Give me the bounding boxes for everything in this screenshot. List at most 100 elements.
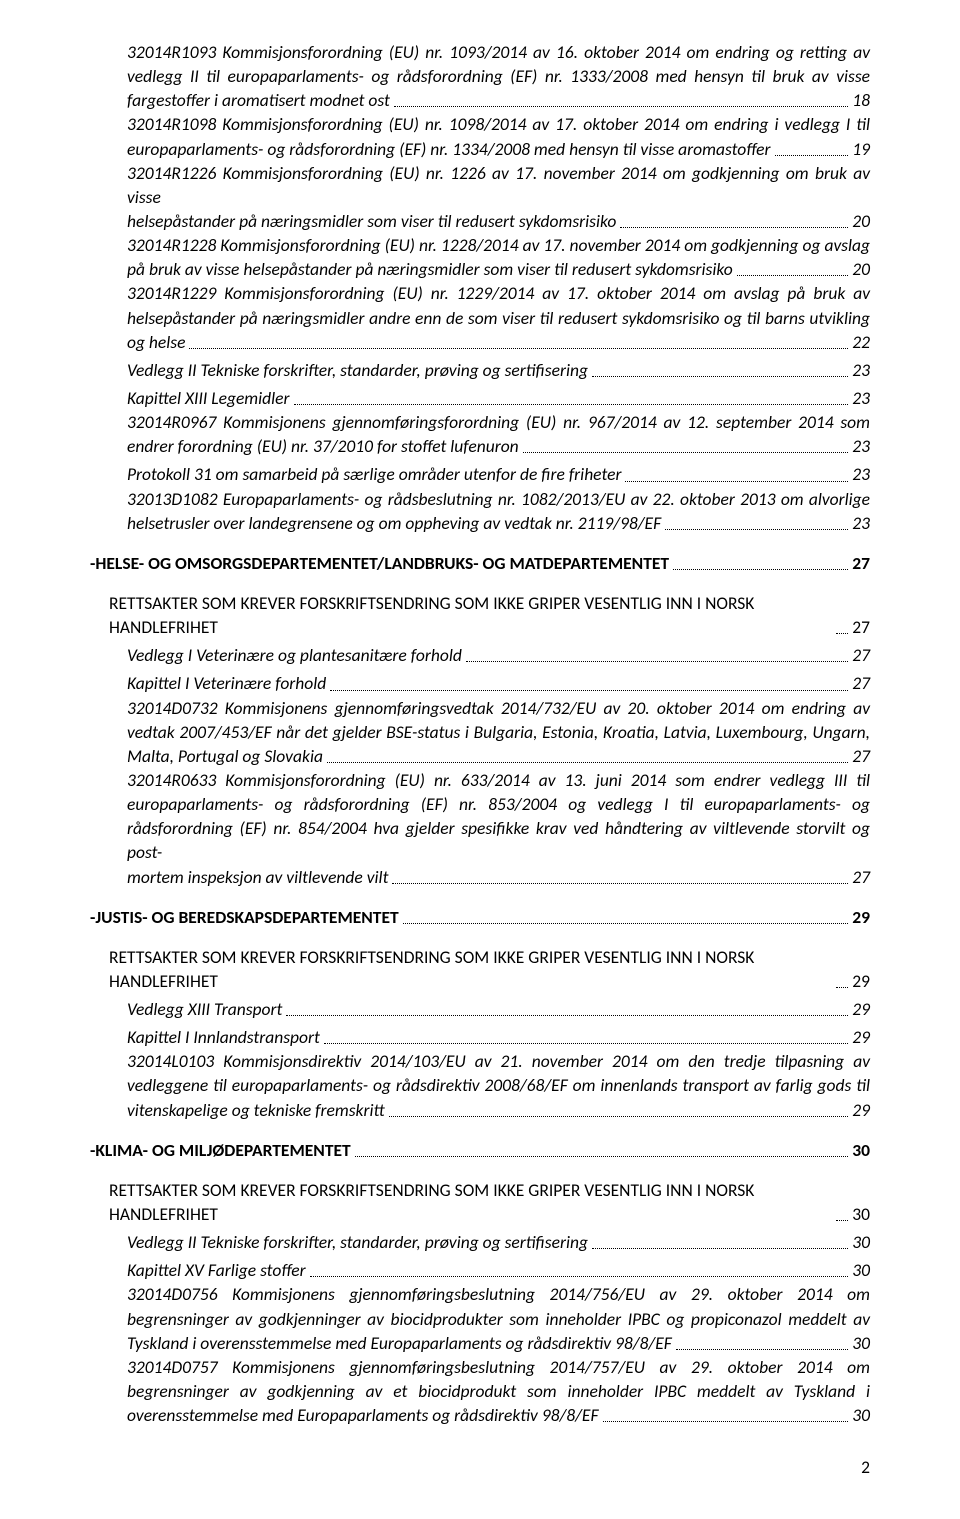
- toc-entry: Vedlegg II Tekniske forskrifter, standar…: [127, 358, 870, 382]
- toc-entry: RETTSAKTER SOM KREVER FORSKRIFTSENDRING …: [109, 1178, 870, 1226]
- dot-leader: [327, 762, 848, 763]
- toc-entry-page: 29: [852, 1025, 870, 1049]
- toc-entry-text: europaparlaments- og rådsforordning (EF)…: [127, 137, 771, 161]
- toc-entry-text: Kapittel I Veterinære forhold: [127, 671, 326, 695]
- toc-entry: 32013D1082 Europaparlaments- og rådsbesl…: [127, 487, 870, 535]
- toc-entry-page: 20: [852, 257, 870, 281]
- dot-leader: [676, 1349, 848, 1350]
- toc-entry: 32014L0103 Kommisjonsdirektiv 2014/103/E…: [127, 1049, 870, 1121]
- page-number: 2: [861, 1455, 870, 1479]
- toc-entry-page: 30: [852, 1230, 870, 1254]
- toc-entry-text: 32014R1226 Kommisjonsforordning (EU) nr.…: [127, 161, 870, 209]
- toc-entry-text: 32014R1229 Kommisjonsforordning (EU) nr.…: [127, 281, 870, 305]
- dot-leader: [523, 452, 849, 453]
- toc-entry-text: fargestoffer i aromatisert modnet ost: [127, 88, 390, 112]
- toc-entry: Kapittel XV Farlige stoffer 30: [127, 1258, 870, 1282]
- toc-entry-page: 30: [852, 1202, 870, 1226]
- toc-entry-text: 32014R0967 Kommisjonens gjennomføringsfo…: [127, 410, 870, 434]
- dot-leader: [286, 1015, 848, 1016]
- toc-entry-text: vitenskapelige og tekniske fremskritt: [127, 1098, 385, 1122]
- toc-entry: -JUSTIS- OG BEREDSKAPSDEPARTEMENTET 29: [90, 905, 870, 929]
- toc-entry-text: europaparlaments- og rådsforordning (EF)…: [127, 792, 870, 816]
- toc-entry: 32014R1226 Kommisjonsforordning (EU) nr.…: [127, 161, 870, 233]
- toc-entry-page: 29: [852, 997, 870, 1021]
- toc-entry-text: 32014R0633 Kommisjonsforordning (EU) nr.…: [127, 768, 870, 792]
- toc-entry-page: 27: [852, 551, 870, 575]
- dot-leader: [394, 106, 848, 107]
- toc-entry-text: vedleggene til europaparlaments- og råds…: [127, 1073, 870, 1097]
- toc-entry-text: -JUSTIS- OG BEREDSKAPSDEPARTEMENTET: [90, 905, 399, 929]
- toc-entry-page: 30: [852, 1331, 870, 1355]
- toc-entry: 32014R0633 Kommisjonsforordning (EU) nr.…: [127, 768, 870, 889]
- toc-entry-page: 29: [852, 969, 870, 993]
- toc-entry-text: 32014D0732 Kommisjonens gjennomføringsve…: [127, 696, 870, 720]
- toc-entry: Vedlegg II Tekniske forskrifter, standar…: [127, 1230, 870, 1254]
- dot-leader: [775, 155, 849, 156]
- toc-entry: 32014R1228 Kommisjonsforordning (EU) nr.…: [127, 233, 870, 281]
- toc-entry-page: 23: [852, 462, 870, 486]
- toc-entry: Vedlegg I Veterinære og plantesanitære f…: [127, 643, 870, 667]
- toc-entry: Vedlegg XIII Transport 29: [127, 997, 870, 1021]
- toc-entry-text: 32014R1093 Kommisjonsforordning (EU) nr.…: [127, 40, 870, 64]
- toc-entry-page: 23: [852, 358, 870, 382]
- toc-entry: 32014D0732 Kommisjonens gjennomføringsve…: [127, 696, 870, 768]
- toc-entry-text: 32013D1082 Europaparlaments- og rådsbesl…: [127, 487, 870, 511]
- toc-entry-text: Vedlegg XIII Transport: [127, 997, 282, 1021]
- toc-entry: RETTSAKTER SOM KREVER FORSKRIFTSENDRING …: [109, 945, 870, 993]
- toc-entry-page: 23: [852, 511, 870, 535]
- toc-entry-text: Tyskland i overensstemmelse med Europapa…: [127, 1331, 672, 1355]
- toc-entry-text: endrer forordning (EU) nr. 37/2010 for s…: [127, 434, 519, 458]
- toc-entry: RETTSAKTER SOM KREVER FORSKRIFTSENDRING …: [109, 591, 870, 639]
- toc-entry-text: 32014L0103 Kommisjonsdirektiv 2014/103/E…: [127, 1049, 870, 1073]
- toc-entry-text: helsetrusler over landegrensene og om op…: [127, 511, 661, 535]
- dot-leader: [355, 1156, 849, 1157]
- toc-entry-page: 27: [852, 671, 870, 695]
- toc-entry-text: -KLIMA- OG MILJØDEPARTEMENTET: [90, 1138, 351, 1162]
- dot-leader: [665, 529, 848, 530]
- dot-leader: [603, 1421, 849, 1422]
- toc-entry-text: Kapittel XV Farlige stoffer: [127, 1258, 306, 1282]
- toc-entry-text: rådsforordning (EF) nr. 854/2004 hva gje…: [127, 816, 870, 864]
- toc-entry-page: 27: [852, 744, 870, 768]
- table-of-contents: 32014R1093 Kommisjonsforordning (EU) nr.…: [90, 40, 870, 1427]
- toc-entry-page: 27: [852, 643, 870, 667]
- toc-entry-text: helsepåstander på næringsmidler som vise…: [127, 209, 616, 233]
- toc-entry-page: 29: [852, 905, 870, 929]
- toc-entry-text: overensstemmelse med Europaparlaments og…: [127, 1403, 599, 1427]
- toc-entry-text: 32014R1228 Kommisjonsforordning (EU) nr.…: [127, 233, 870, 257]
- toc-entry-page: 27: [852, 615, 870, 639]
- toc-entry-text: Kapittel XIII Legemidler: [127, 386, 290, 410]
- dot-leader: [310, 1276, 849, 1277]
- toc-entry-text: 32014D0757 Kommisjonens gjennomføringsbe…: [127, 1355, 870, 1379]
- toc-entry-page: 23: [852, 434, 870, 458]
- dot-leader: [324, 1043, 848, 1044]
- dot-leader: [294, 404, 849, 405]
- toc-entry: Kapittel XIII Legemidler23: [127, 386, 870, 410]
- toc-entry: Protokoll 31 om samarbeid på særlige omr…: [127, 462, 870, 486]
- toc-entry-page: 30: [852, 1258, 870, 1282]
- toc-entry-page: 18: [852, 88, 870, 112]
- dot-leader: [673, 569, 848, 570]
- toc-entry-text: 32014D0756 Kommisjonens gjennomføringsbe…: [127, 1282, 870, 1306]
- toc-entry-text: på bruk av visse helsepåstander på nærin…: [127, 257, 733, 281]
- toc-entry-page: 30: [852, 1403, 870, 1427]
- toc-entry-text: begrensninger av godkjenning av et bioci…: [127, 1379, 870, 1403]
- toc-entry-text: Kapittel I Innlandstransport: [127, 1025, 320, 1049]
- dot-leader: [620, 227, 848, 228]
- toc-entry-page: 22: [852, 330, 870, 354]
- toc-entry-text: Vedlegg II Tekniske forskrifter, standar…: [127, 358, 588, 382]
- toc-entry: -HELSE- OG OMSORGSDEPARTEMENTET/LANDBRUK…: [90, 551, 870, 575]
- dot-leader: [592, 376, 848, 377]
- toc-entry-page: 19: [852, 137, 870, 161]
- toc-entry: -KLIMA- OG MILJØDEPARTEMENTET30: [90, 1138, 870, 1162]
- toc-entry-text: RETTSAKTER SOM KREVER FORSKRIFTSENDRING …: [109, 591, 832, 639]
- toc-entry-text: -HELSE- OG OMSORGSDEPARTEMENTET/LANDBRUK…: [90, 551, 669, 575]
- toc-entry: Kapittel I Veterinære forhold 27: [127, 671, 870, 695]
- toc-entry: 32014R0967 Kommisjonens gjennomføringsfo…: [127, 410, 870, 458]
- toc-entry-page: 29: [852, 1098, 870, 1122]
- dot-leader: [466, 661, 848, 662]
- toc-entry-text: 32014R1098 Kommisjonsforordning (EU) nr.…: [127, 112, 870, 136]
- dot-leader: [592, 1248, 848, 1249]
- toc-entry-text: Vedlegg I Veterinære og plantesanitære f…: [127, 643, 462, 667]
- toc-entry-text: vedtak 2007/453/EF når det gjelder BSE-s…: [127, 720, 870, 744]
